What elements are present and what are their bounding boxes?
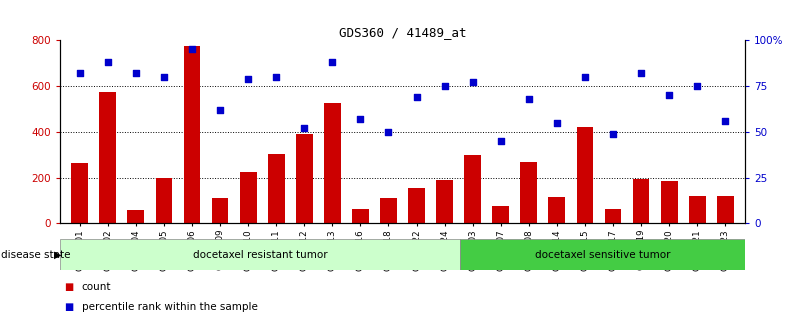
Bar (127, 210, 144, 223)
Bar (409, 188, 425, 223)
Point (634, 71, 647, 76)
Point (158, 74, 171, 80)
Bar (155, 178, 172, 223)
Bar (605, 209, 622, 223)
Text: percentile rank within the sample: percentile rank within the sample (82, 302, 258, 312)
Bar (577, 127, 594, 223)
Point (74, 71, 87, 76)
Bar (493, 206, 509, 223)
Text: ▶: ▶ (54, 250, 62, 259)
Bar (437, 180, 453, 223)
Point (550, 120, 563, 125)
Point (466, 80, 479, 85)
Text: docetaxel sensitive tumor: docetaxel sensitive tumor (534, 250, 670, 259)
Bar (183, 46, 200, 223)
Point (270, 74, 283, 80)
Point (606, 131, 619, 136)
Point (354, 116, 367, 122)
Bar (211, 198, 228, 223)
Bar (268, 154, 284, 223)
Point (438, 83, 451, 89)
Bar (521, 162, 537, 223)
Bar (60, 239, 460, 270)
Bar (689, 196, 706, 223)
Point (298, 126, 311, 131)
Point (662, 92, 675, 98)
Title: GDS360 / 41489_at: GDS360 / 41489_at (339, 26, 466, 39)
Bar (460, 239, 745, 270)
Bar (296, 134, 312, 223)
Text: ■: ■ (64, 282, 74, 292)
Point (242, 76, 255, 81)
Bar (239, 172, 256, 223)
Bar (352, 209, 368, 223)
Bar (380, 198, 396, 223)
Bar (549, 197, 566, 223)
Bar (71, 163, 88, 223)
Text: docetaxel resistant tumor: docetaxel resistant tumor (192, 250, 327, 259)
Point (130, 71, 143, 76)
Point (214, 107, 227, 113)
Point (718, 118, 731, 124)
Bar (633, 179, 650, 223)
Text: disease state: disease state (1, 250, 70, 259)
Point (326, 59, 339, 65)
Point (494, 138, 507, 144)
Point (578, 74, 591, 80)
Point (522, 96, 535, 101)
Text: count: count (82, 282, 111, 292)
Point (410, 94, 423, 100)
Bar (324, 103, 340, 223)
Point (102, 59, 115, 65)
Point (690, 83, 703, 89)
Point (382, 129, 395, 135)
Bar (661, 181, 678, 223)
Text: ■: ■ (64, 302, 74, 312)
Bar (717, 196, 734, 223)
Bar (99, 92, 116, 223)
Bar (465, 155, 481, 223)
Point (186, 47, 199, 52)
